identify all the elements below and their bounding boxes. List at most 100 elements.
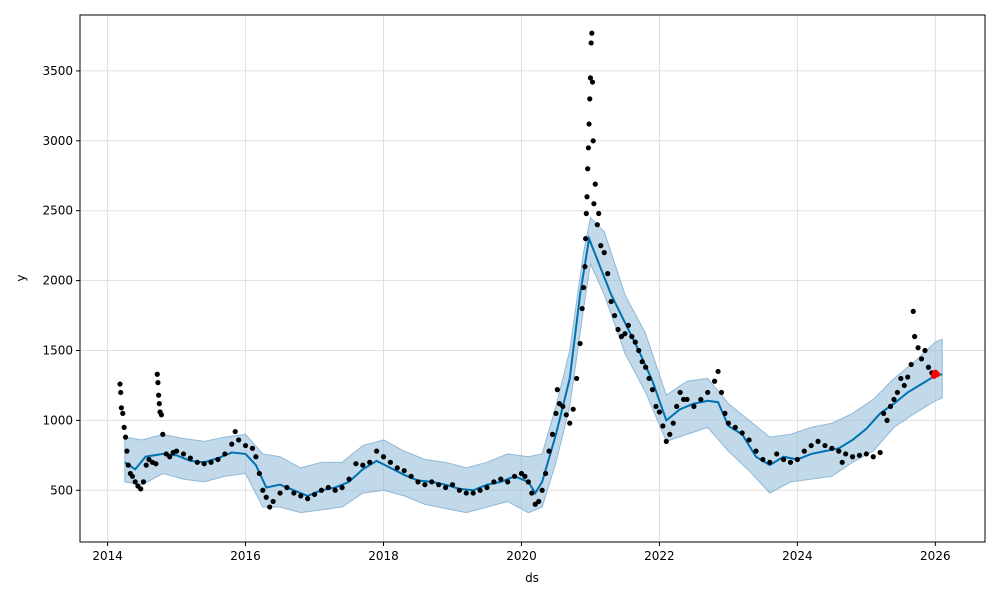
observed-point (732, 424, 738, 430)
observed-point (674, 403, 680, 410)
observed-point (158, 412, 164, 418)
observed-point (570, 406, 576, 412)
y-axis-label: y (14, 274, 28, 281)
y-tick-label: 3500 (42, 64, 73, 78)
observed-point (918, 356, 925, 362)
observed-point (596, 210, 602, 217)
observed-point (625, 322, 631, 328)
observed-point (836, 448, 842, 454)
observed-point (636, 347, 642, 354)
observed-point (870, 454, 876, 460)
observed-point (339, 484, 345, 491)
observed-point (436, 482, 442, 488)
observed-point (881, 410, 887, 416)
observed-point (586, 121, 592, 127)
observed-point (122, 434, 129, 440)
observed-point (311, 491, 318, 498)
observed-point (656, 409, 663, 415)
observed-point (794, 456, 800, 463)
observed-point (589, 30, 595, 36)
observed-point (718, 389, 725, 396)
observed-point (525, 479, 531, 485)
observed-point (549, 431, 556, 437)
observed-point (118, 405, 124, 411)
observed-point (574, 375, 580, 382)
observed-point (267, 504, 273, 510)
observed-point (653, 403, 659, 410)
observed-point (222, 451, 228, 457)
observed-point (588, 40, 594, 46)
observed-point (463, 490, 469, 496)
y-tick-label: 2500 (42, 204, 73, 218)
observed-point (484, 484, 490, 491)
observed-point (194, 459, 200, 465)
observed-point (553, 410, 559, 416)
observed-point (118, 389, 124, 396)
observed-point (580, 284, 587, 291)
plot-frame (79, 14, 986, 543)
observed-point (346, 476, 352, 482)
observed-point (649, 387, 656, 393)
observed-point (725, 420, 731, 426)
x-tick-label: 2016 (230, 549, 261, 563)
observed-point (532, 501, 538, 507)
observed-point (563, 412, 569, 418)
observed-point (422, 482, 428, 488)
observed-point (374, 448, 380, 454)
observed-point (539, 487, 545, 493)
observed-point (155, 380, 161, 386)
observed-point (601, 250, 607, 256)
observed-point (585, 145, 591, 151)
observed-point (173, 448, 180, 454)
x-tick-label: 2014 (92, 549, 123, 563)
observed-point (132, 479, 138, 485)
y-tick-label: 3000 (42, 134, 73, 148)
observed-point (277, 490, 283, 496)
observed-point (180, 451, 187, 457)
uncertainty-band-layer (124, 216, 943, 514)
observed-point (608, 298, 614, 305)
observed-point (560, 403, 566, 410)
observed-point (822, 442, 828, 449)
x-tick-label: 2022 (644, 549, 675, 563)
observed-point (129, 473, 136, 479)
observed-point (260, 487, 266, 493)
observed-point (491, 479, 497, 485)
observed-point (715, 368, 721, 375)
observed-point (215, 456, 221, 463)
observed-point (629, 333, 635, 340)
observed-point (138, 486, 144, 492)
observed-point (898, 375, 904, 382)
observed-point (712, 378, 718, 384)
observed-point (801, 448, 807, 454)
observed-point (543, 470, 549, 477)
observed-point (594, 222, 600, 228)
observed-point (470, 490, 476, 496)
observed-point (367, 459, 373, 465)
x-tick-label: 2026 (920, 549, 951, 563)
observed-point (615, 326, 621, 333)
observed-point (753, 448, 759, 454)
y-tick-label: 2000 (42, 274, 73, 288)
observed-point (587, 75, 594, 81)
observed-point (353, 461, 359, 467)
observed-point (643, 364, 649, 370)
observed-point (146, 456, 152, 463)
observed-point (263, 494, 269, 500)
observed-point (449, 482, 456, 488)
observed-point (663, 438, 669, 444)
uncertainty-band (124, 216, 943, 514)
observed-point (585, 166, 591, 172)
observed-point (442, 484, 449, 491)
observed-point (201, 461, 207, 467)
observed-point (887, 403, 894, 410)
observed-point (863, 451, 869, 457)
observed-point (691, 403, 697, 410)
observed-point (922, 347, 928, 354)
observed-point (511, 473, 518, 479)
observed-point (583, 236, 589, 242)
observed-point (760, 456, 766, 463)
x-tick-label: 2024 (782, 549, 813, 563)
observed-point (632, 339, 638, 345)
